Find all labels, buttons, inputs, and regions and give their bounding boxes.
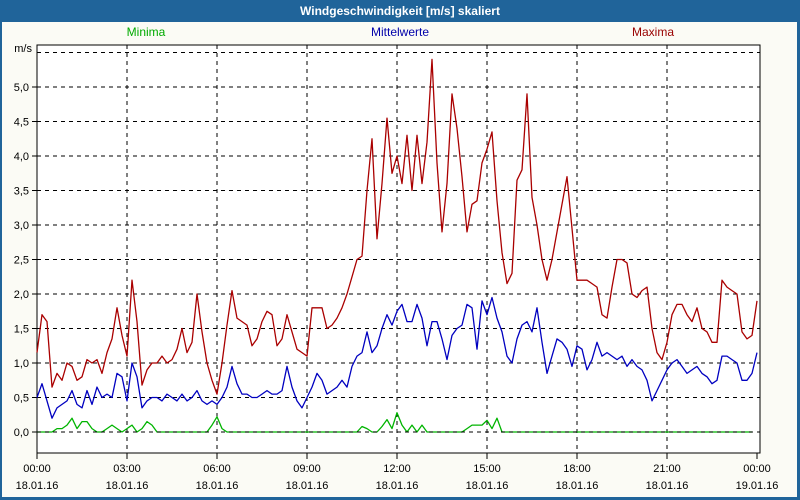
x-tick-date-label: 18.01.16: [376, 480, 419, 492]
y-tick-label: 2,0: [14, 289, 29, 301]
x-tick-date-label: 18.01.16: [196, 480, 239, 492]
y-tick-label: 4,0: [14, 151, 29, 163]
x-tick-date-label: 18.01.16: [646, 480, 689, 492]
y-tick-label: 4,5: [14, 117, 29, 129]
legend-label-minima: Minima: [126, 25, 166, 39]
chart-title-bar: Windgeschwindigkeit [m/s] skaliert: [2, 0, 797, 22]
x-tick-time-label: 21:00: [653, 463, 681, 475]
x-tick-date-label: 19.01.16: [736, 480, 779, 492]
x-tick-time-label: 18:00: [563, 463, 591, 475]
y-tick-label: 0,5: [14, 393, 29, 405]
x-tick-date-label: 18.01.16: [286, 480, 329, 492]
x-tick-time-label: 00:00: [23, 463, 51, 475]
x-tick-date-label: 18.01.16: [106, 480, 149, 492]
x-tick-time-label: 06:00: [203, 463, 231, 475]
y-tick-label: 5,0: [14, 82, 29, 94]
maxima-line: [36, 58, 758, 395]
x-tick-time-label: 00:00: [743, 463, 771, 475]
y-tick-label: 1,5: [14, 324, 29, 336]
x-tick-date-label: 18.01.16: [556, 480, 599, 492]
y-tick-label: 0,0: [14, 427, 29, 439]
mittelwerte-line: [36, 296, 758, 419]
y-tick-label: 3,5: [14, 186, 29, 198]
y-tick-label: 1,0: [14, 358, 29, 370]
x-tick-time-label: 09:00: [293, 463, 321, 475]
x-tick-time-label: 03:00: [113, 463, 141, 475]
x-tick-time-label: 15:00: [473, 463, 501, 475]
legend-label-mittelwerte: Mittelwerte: [370, 25, 430, 39]
legend-label-maxima: Maxima: [631, 25, 675, 39]
x-tick-date-label: 18.01.16: [16, 480, 59, 492]
y-tick-label: 3,0: [14, 220, 29, 232]
plot-area: [36, 44, 761, 454]
y-axis-unit-label: m/s: [14, 43, 32, 55]
y-tick-label: 2,5: [14, 255, 29, 267]
x-tick-date-label: 18.01.16: [466, 480, 509, 492]
x-tick-time-label: 12:00: [383, 463, 411, 475]
